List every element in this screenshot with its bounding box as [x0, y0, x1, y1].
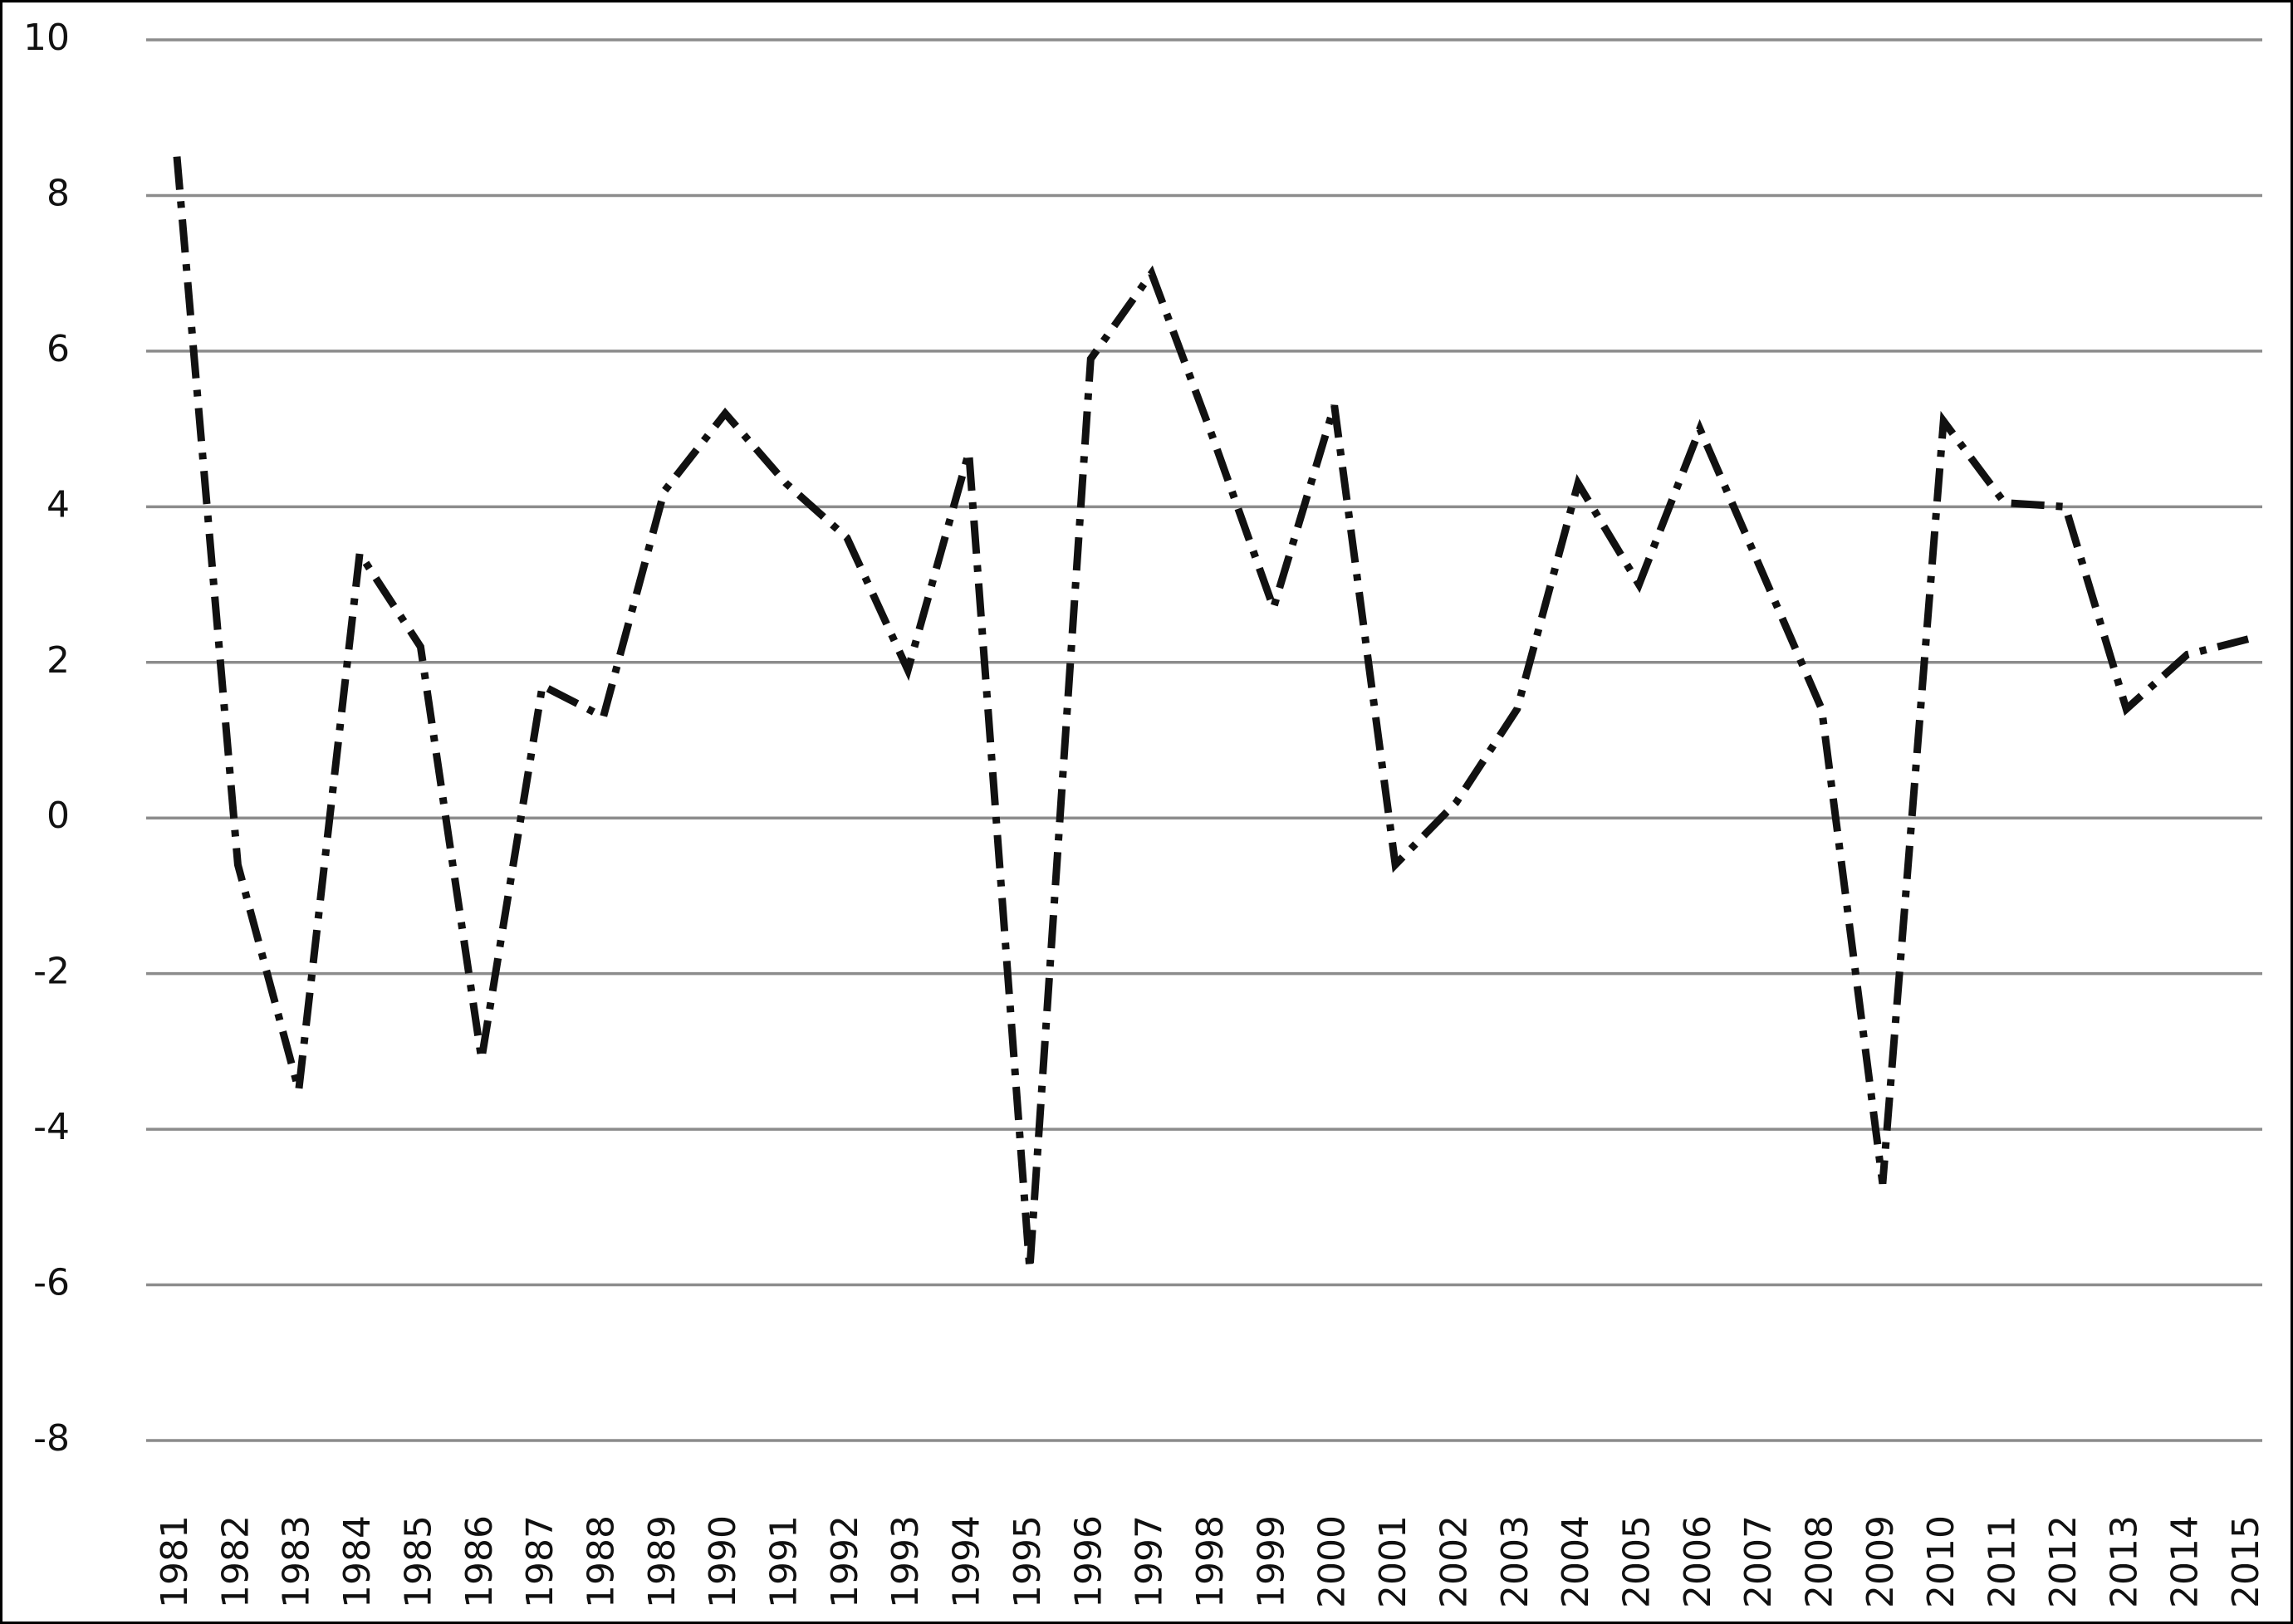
x-tick-label: 2010 — [1920, 1515, 1962, 1608]
y-tick-label: -2 — [33, 951, 70, 993]
x-tick-label: 1985 — [397, 1515, 439, 1608]
x-tick-label: 2014 — [2164, 1515, 2207, 1608]
x-tick-label: 1996 — [1067, 1515, 1110, 1608]
x-tick-label: 1982 — [214, 1515, 257, 1608]
y-tick-label: 4 — [47, 483, 70, 526]
x-tick-label: 1981 — [154, 1515, 196, 1608]
x-tick-label: 1988 — [580, 1515, 622, 1608]
x-tick-label: 1991 — [763, 1515, 806, 1608]
x-tick-label: 2004 — [1555, 1515, 1597, 1608]
x-tick-label: 1987 — [519, 1515, 561, 1608]
x-tick-label: 1998 — [1189, 1515, 1232, 1608]
x-tick-label: 1992 — [824, 1515, 866, 1608]
x-tick-label: 1997 — [1129, 1515, 1171, 1608]
x-tick-label: 1989 — [641, 1515, 683, 1608]
y-tick-label: 6 — [47, 328, 70, 370]
y-tick-label: 2 — [47, 639, 70, 682]
x-tick-label: 2005 — [1615, 1515, 1658, 1608]
x-tick-label: 2012 — [2042, 1515, 2085, 1608]
x-tick-label: 2000 — [1311, 1515, 1354, 1608]
y-tick-label: 8 — [47, 172, 70, 214]
x-tick-label: 2008 — [1799, 1515, 1841, 1608]
x-tick-label: 2001 — [1372, 1515, 1414, 1608]
x-tick-label: 1994 — [946, 1515, 988, 1608]
x-tick-label: 2007 — [1737, 1515, 1780, 1608]
y-tick-label: 10 — [23, 17, 70, 59]
x-tick-label: 2015 — [2225, 1515, 2267, 1608]
x-tick-label: 2013 — [2103, 1515, 2145, 1608]
y-tick-label: -4 — [33, 1106, 70, 1148]
x-tick-label: 1999 — [1250, 1515, 1292, 1608]
y-tick-label: 0 — [47, 795, 70, 837]
x-tick-label: 2011 — [1982, 1515, 2024, 1608]
x-tick-label: 1983 — [276, 1515, 318, 1608]
x-tick-label: 2002 — [1433, 1515, 1475, 1608]
x-tick-label: 1984 — [336, 1515, 379, 1608]
x-tick-label: 2006 — [1677, 1515, 1719, 1608]
series-line — [173, 156, 2250, 1270]
x-tick-label: 1995 — [1007, 1515, 1049, 1608]
x-tick-label: 1990 — [702, 1515, 744, 1608]
x-tick-label: 2003 — [1494, 1515, 1536, 1608]
x-tick-label: 1993 — [884, 1515, 927, 1608]
y-tick-label: -6 — [33, 1262, 70, 1304]
y-tick-label: -8 — [33, 1417, 70, 1460]
x-tick-label: 2009 — [1859, 1515, 1902, 1608]
x-tick-label: 1986 — [458, 1515, 501, 1608]
